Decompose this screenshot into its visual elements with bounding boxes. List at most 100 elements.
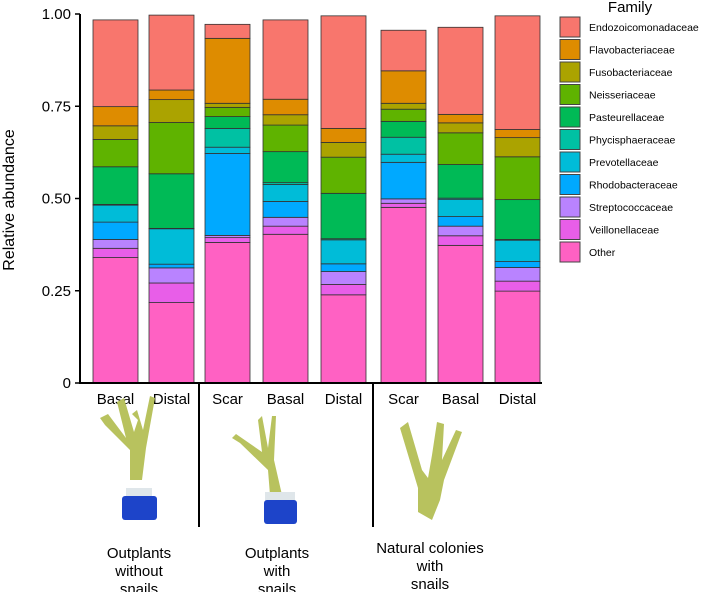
bar-segment-streptococcaceae	[262, 216, 309, 227]
bar-segment-fusobacteriaceae	[262, 114, 309, 126]
caption-line: Outplants	[106, 545, 172, 562]
group-caption: Outplants with snails	[207, 545, 347, 592]
bar-segment-fusobacteriaceae	[320, 142, 367, 158]
legend-label: Flavobacteriaceae	[589, 45, 675, 57]
caption-line: Natural colonies	[376, 540, 484, 557]
bar-segment-other	[204, 242, 251, 384]
legend-swatch	[559, 129, 581, 150]
bar-segment-neisseriaceae	[92, 139, 139, 168]
group-caption: Natural colonies with snails	[360, 540, 500, 592]
y-tick-label: 0.75	[42, 98, 71, 115]
bar-segment-flavobacteriaceae	[494, 129, 541, 139]
bar-segment-pasteurellaceae	[437, 164, 484, 199]
bar-segment-endozoicomonadaceae	[262, 19, 309, 100]
y-axis-label: Relative abundance	[1, 129, 18, 271]
bar-segment-rhodobacteraceae	[148, 263, 195, 269]
legend-swatch	[559, 61, 581, 83]
bar-segment-other	[148, 302, 195, 384]
bar-segment-fusobacteriaceae	[494, 137, 541, 158]
caption-line: snails	[119, 581, 159, 592]
bar-segment-prevotellaceae	[148, 228, 195, 265]
bar-segment-prevotellaceae	[262, 184, 309, 202]
bar-segment-flavobacteriaceae	[148, 89, 195, 101]
bar-segment-rhodobacteraceae	[437, 216, 484, 227]
bar-segment-neisseriaceae	[380, 108, 427, 122]
bar-segment-pasteurellaceae	[494, 199, 541, 240]
caption-line: Outplants	[244, 545, 310, 562]
bar-segment-prevotellaceae	[380, 153, 427, 163]
bar-segment-fusobacteriaceae	[204, 102, 251, 108]
bar-segment-rhodobacteraceae	[262, 201, 309, 218]
bar-segment-streptococcaceae	[148, 267, 195, 284]
legend-label: Other	[589, 247, 616, 259]
bar-segment-streptococcaceae	[320, 271, 367, 285]
bar-segment-neisseriaceae	[494, 156, 541, 201]
legend-swatch	[559, 84, 581, 105]
bar-segment-prevotellaceae	[494, 239, 541, 262]
bar-segment-other	[92, 257, 139, 384]
bar-segment-other	[320, 294, 367, 384]
bar-segment-veillonellaceae	[380, 202, 427, 208]
bar-segment-neisseriaceae	[320, 156, 367, 194]
y-tick-label: 1.00	[42, 6, 71, 23]
bar-segment-fusobacteriaceae	[380, 102, 427, 110]
group-caption: Outplants without snails	[69, 545, 209, 592]
bar-segment-veillonellaceae	[92, 247, 139, 258]
bar-segment-flavobacteriaceae	[92, 106, 139, 127]
legend-swatch	[559, 241, 581, 263]
bar-segment-endozoicomonadaceae	[494, 15, 541, 130]
legend-label: Pasteurellaceae	[589, 112, 664, 124]
bar-segment-pasteurellaceae	[380, 120, 427, 138]
legend-label: Neisseriaceae	[589, 90, 656, 102]
bar-segment-endozoicomonadaceae	[148, 14, 195, 91]
bar-segment-streptococcaceae	[92, 239, 139, 249]
bar-segment-phycisphaeraceae	[380, 136, 427, 155]
bar-segment-flavobacteriaceae	[437, 113, 484, 124]
legend-label: Phycisphaeraceae	[589, 135, 676, 147]
x-tick-label: Basal	[267, 391, 305, 408]
legend-title: Family	[608, 0, 653, 16]
caption-line: with	[416, 558, 444, 575]
y-tick-label: 0	[63, 375, 71, 392]
bar-segment-prevotellaceae	[320, 239, 367, 265]
legend-swatch	[559, 151, 581, 173]
bar-segment-flavobacteriaceae	[204, 37, 251, 104]
legend-label: Streptococcaceae	[589, 202, 673, 214]
bar-segment-rhodobacteraceae	[320, 263, 367, 272]
legend-label: Endozoicomonadaceae	[589, 22, 699, 34]
y-tick-label: 0.50	[42, 191, 71, 208]
bar-segment-prevotellaceae	[92, 204, 139, 223]
legend-label: Veillonellaceae	[589, 225, 659, 237]
bar-segment-rhodobacteraceae	[380, 161, 427, 200]
bar-segment-pasteurellaceae	[92, 166, 139, 205]
bar-segment-neisseriaceae	[148, 122, 195, 175]
bar-segment-rhodobacteraceae	[92, 221, 139, 240]
bar-segment-veillonellaceae	[262, 225, 309, 235]
bar-segment-prevotellaceae	[437, 198, 484, 217]
bar-segment-other	[437, 244, 484, 384]
bar-segment-veillonellaceae	[494, 280, 541, 292]
x-tick-label: Scar	[388, 391, 419, 408]
legend-swatch	[559, 174, 581, 195]
coral-natural-colony-image	[400, 422, 462, 520]
bar-segment-fusobacteriaceae	[437, 122, 484, 134]
bar-segment-flavobacteriaceae	[262, 98, 309, 116]
coral-outplant-no-snails-image	[100, 396, 157, 520]
bar-segment-endozoicomonadaceae	[320, 15, 367, 129]
caption-line: snails	[410, 576, 450, 592]
bar-segment-fusobacteriaceae	[148, 99, 195, 123]
bar-segment-pasteurellaceae	[262, 151, 309, 184]
caption-line: snails	[257, 581, 297, 592]
x-tick-label: Basal	[442, 391, 480, 408]
bar-segment-other	[262, 233, 309, 384]
bar-segment-veillonellaceae	[148, 282, 195, 303]
caption-line: with	[263, 563, 291, 580]
bar-segment-neisseriaceae	[262, 124, 309, 153]
bar-segment-flavobacteriaceae	[380, 70, 427, 104]
bar-segment-endozoicomonadaceae	[92, 19, 139, 108]
bar-segment-rhodobacteraceae	[204, 153, 251, 236]
x-tick-label: Distal	[325, 391, 363, 408]
legend-swatch	[559, 106, 581, 128]
legend-swatch	[559, 39, 581, 60]
x-tick-label: Distal	[499, 391, 537, 408]
